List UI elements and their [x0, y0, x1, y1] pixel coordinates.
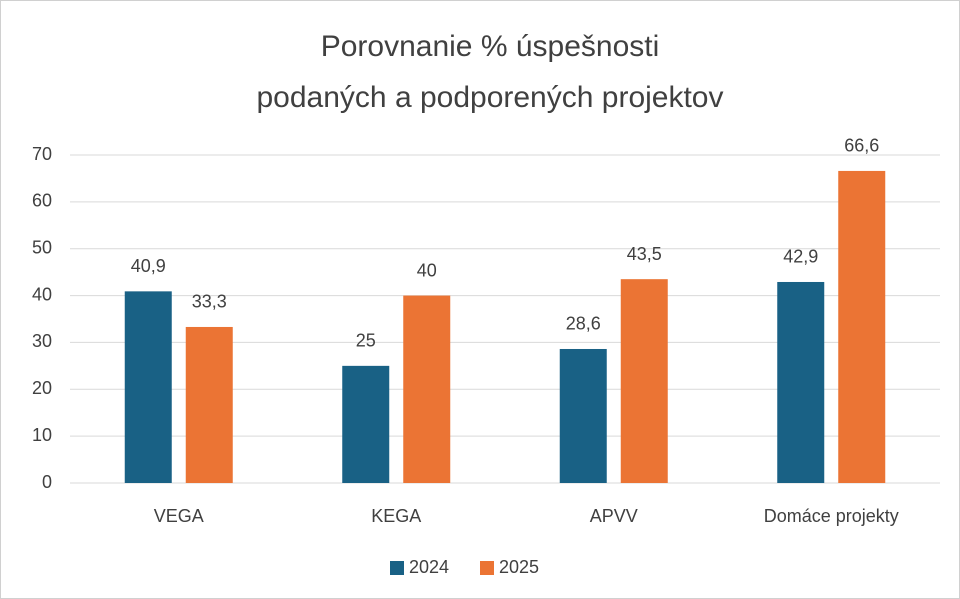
bar: [620, 279, 668, 483]
data-label: 25: [356, 331, 376, 351]
legend-swatch: [390, 561, 404, 575]
data-label: 42,9: [783, 247, 818, 267]
legend-label: 2024: [409, 557, 449, 577]
data-label: 40: [417, 260, 437, 280]
data-label: 66,6: [844, 136, 879, 156]
bar: [342, 365, 390, 483]
y-tick-label: 0: [42, 472, 52, 492]
bar: [403, 295, 451, 483]
x-tick-label: KEGA: [371, 506, 421, 526]
y-tick-label: 70: [32, 144, 52, 164]
x-tick-label: VEGA: [154, 506, 204, 526]
bar: [124, 291, 172, 483]
bar: [838, 170, 886, 483]
bar: [777, 281, 825, 483]
y-tick-label: 30: [32, 331, 52, 351]
y-tick-label: 10: [32, 425, 52, 445]
y-tick-label: 50: [32, 237, 52, 257]
bar: [185, 326, 233, 483]
x-tick-label: APVV: [590, 506, 638, 526]
y-tick-label: 20: [32, 378, 52, 398]
y-tick-label: 40: [32, 284, 52, 304]
legend-label: 2025: [499, 557, 539, 577]
bar: [559, 348, 607, 483]
chart-title: Porovnanie % úspešnosti: [321, 30, 660, 63]
legend-swatch: [480, 561, 494, 575]
chart-title: podaných a podporených projektov: [257, 81, 724, 114]
x-tick-label: Domáce projekty: [764, 506, 899, 526]
y-tick-label: 60: [32, 191, 52, 211]
data-label: 28,6: [566, 314, 601, 334]
data-label: 43,5: [627, 244, 662, 264]
data-label: 40,9: [131, 256, 166, 276]
data-label: 33,3: [192, 292, 227, 312]
